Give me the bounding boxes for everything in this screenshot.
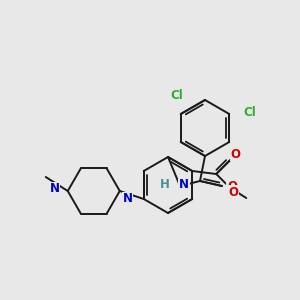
Text: H: H	[160, 178, 170, 191]
Text: N: N	[50, 182, 60, 196]
Text: Cl: Cl	[243, 106, 256, 118]
Text: O: O	[228, 185, 238, 199]
Text: N: N	[123, 193, 133, 206]
Text: N: N	[179, 178, 189, 191]
Text: O: O	[230, 148, 240, 160]
Text: O: O	[227, 179, 237, 193]
Text: Cl: Cl	[170, 89, 183, 102]
